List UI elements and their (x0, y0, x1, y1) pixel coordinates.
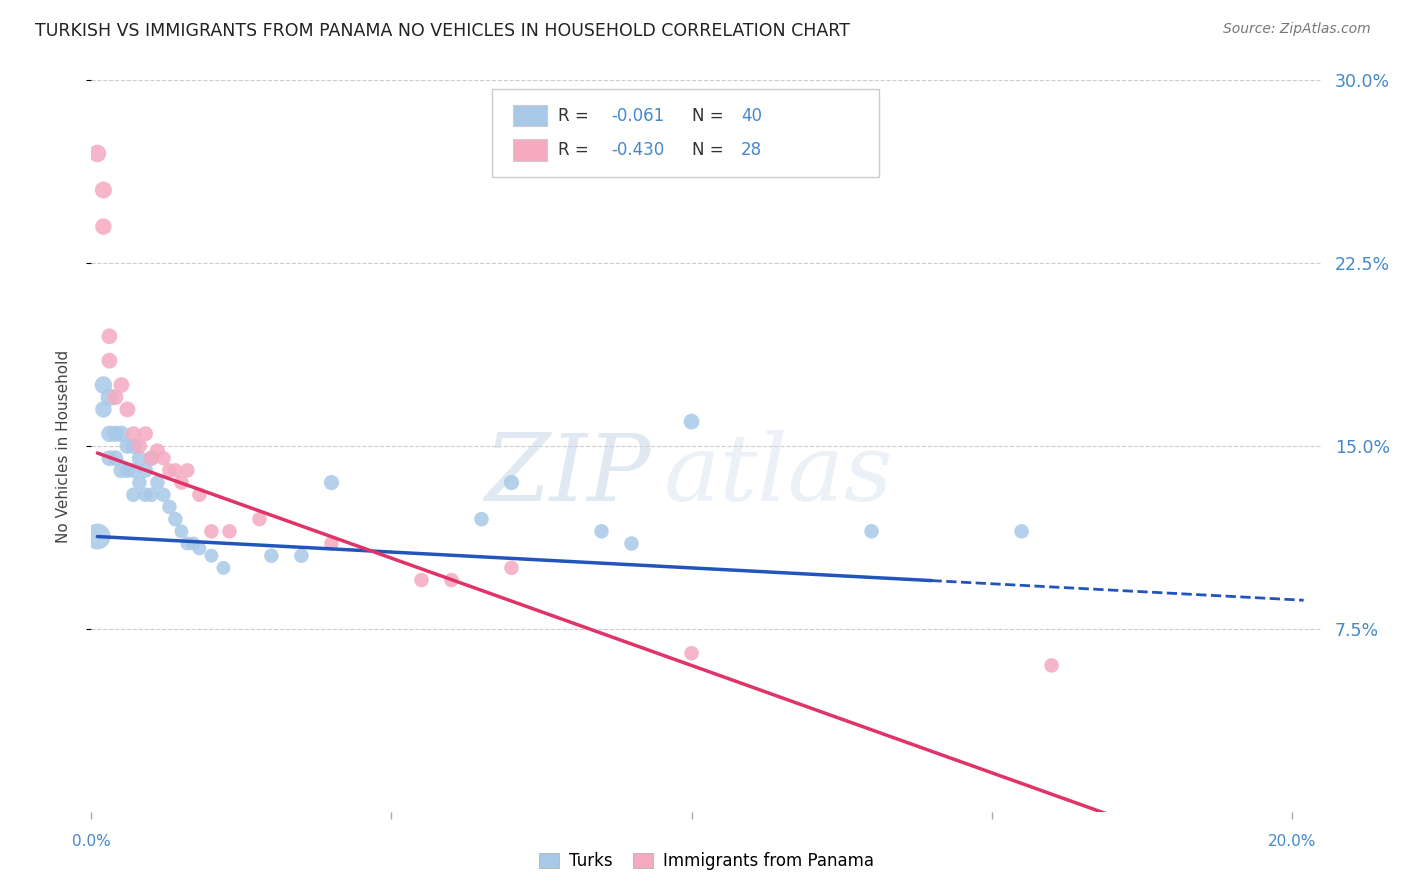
Point (176, 463, 198, 477)
Point (170, 475, 193, 490)
Point (146, 443, 169, 458)
Point (134, 426, 156, 441)
Point (93, 183, 115, 197)
Point (141, 488, 163, 502)
Point (157, 500, 180, 514)
Point (98, 353, 121, 368)
Text: Source: ZipAtlas.com: Source: ZipAtlas.com (1223, 22, 1371, 37)
Point (218, 524, 240, 539)
Point (93, 378, 115, 392)
Point (183, 536, 205, 550)
Point (98, 451, 121, 466)
Point (128, 475, 150, 490)
Point (122, 439, 145, 453)
Text: N =: N = (692, 141, 728, 159)
Point (128, 439, 150, 453)
Point (681, 415, 703, 429)
Point (321, 536, 343, 550)
Point (86, 529, 108, 543)
Point (501, 475, 523, 490)
Point (176, 536, 198, 550)
Point (591, 524, 613, 539)
Legend: Turks, Immigrants from Panama: Turks, Immigrants from Panama (533, 846, 880, 877)
Point (501, 561, 523, 575)
Point (134, 463, 156, 477)
Text: 40: 40 (741, 107, 762, 125)
Point (110, 426, 132, 441)
Point (122, 463, 145, 477)
Point (128, 451, 150, 466)
Point (152, 488, 174, 502)
Point (141, 451, 163, 466)
Point (134, 488, 156, 502)
Point (249, 512, 271, 526)
Point (200, 549, 222, 563)
Point (165, 512, 187, 526)
Point (681, 646, 703, 660)
Point (200, 524, 222, 539)
Point (170, 524, 193, 539)
Point (117, 463, 139, 477)
Point (411, 573, 433, 587)
Point (98, 329, 121, 343)
Text: 20.0%: 20.0% (1267, 834, 1316, 848)
Point (1040, 658, 1063, 673)
Point (860, 524, 883, 539)
Point (165, 463, 187, 477)
Point (104, 451, 127, 466)
Point (188, 541, 211, 556)
Point (110, 463, 132, 477)
Point (470, 512, 492, 526)
Point (98, 426, 121, 441)
Point (157, 463, 180, 477)
Point (110, 378, 132, 392)
Text: R =: R = (558, 141, 595, 159)
Point (321, 475, 343, 490)
Point (104, 426, 127, 441)
Text: -0.430: -0.430 (612, 141, 665, 159)
Text: atlas: atlas (664, 430, 893, 520)
Point (260, 549, 283, 563)
Point (1011, 524, 1033, 539)
Point (93, 402, 115, 417)
Point (122, 488, 145, 502)
Point (188, 488, 211, 502)
Point (146, 475, 169, 490)
Point (86, 146, 108, 161)
Point (122, 426, 145, 441)
Text: 28: 28 (741, 141, 762, 159)
Text: 0.0%: 0.0% (72, 834, 111, 848)
Text: N =: N = (692, 107, 728, 125)
Point (93, 219, 115, 234)
Point (152, 451, 174, 466)
Point (290, 549, 312, 563)
Point (117, 402, 139, 417)
Point (104, 390, 127, 404)
Point (98, 390, 121, 404)
Point (440, 573, 463, 587)
Point (141, 451, 163, 466)
Text: TURKISH VS IMMIGRANTS FROM PANAMA NO VEHICLES IN HOUSEHOLD CORRELATION CHART: TURKISH VS IMMIGRANTS FROM PANAMA NO VEH… (35, 22, 851, 40)
Y-axis label: No Vehicles in Household: No Vehicles in Household (56, 350, 70, 542)
Text: ZIP: ZIP (485, 430, 651, 520)
Point (117, 439, 139, 453)
Text: R =: R = (558, 107, 595, 125)
Point (212, 561, 235, 575)
Text: -0.061: -0.061 (612, 107, 665, 125)
Point (620, 536, 643, 550)
